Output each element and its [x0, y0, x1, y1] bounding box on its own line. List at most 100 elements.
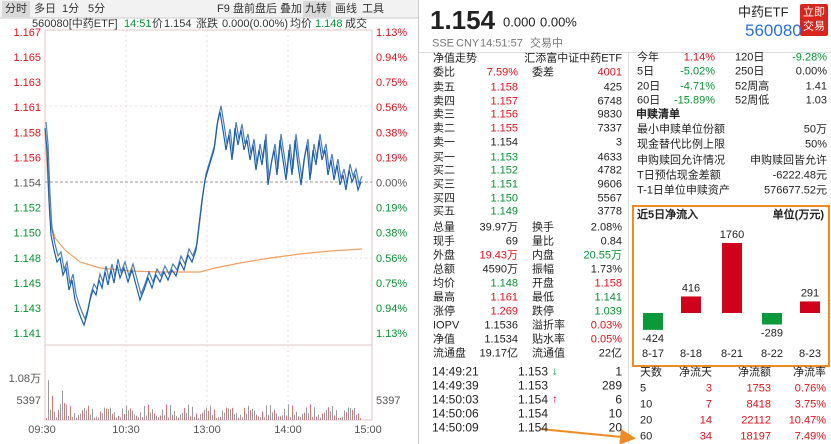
status: SSE — [432, 37, 455, 50]
volume-bar — [294, 414, 295, 420]
volume-bar — [358, 413, 359, 420]
trade-arrow: ↓ — [552, 365, 558, 378]
volume-bar — [138, 417, 139, 420]
pct-tick-label: 1.13% — [376, 27, 407, 39]
perf-value: -5.02% — [680, 65, 715, 78]
perf-label: 52周低 — [735, 94, 770, 107]
stat-label: 现手 — [433, 235, 455, 248]
volume-bar — [108, 409, 109, 420]
volume-bar — [168, 417, 169, 420]
stat-value: 4590万 — [482, 263, 518, 276]
stat-value: 0.03% — [590, 319, 622, 332]
volume-bar — [312, 416, 313, 420]
price-tick-label: 1.158 — [13, 127, 41, 139]
volume-bar — [244, 407, 245, 420]
stat-label: 流通盘 — [433, 347, 466, 360]
data-label: -289 — [761, 327, 783, 339]
stat-value: 1.148 — [490, 277, 518, 290]
stat-value: 19.17亿 — [479, 347, 518, 360]
tab: 1分 — [62, 2, 79, 15]
stat-label: 最高 — [433, 291, 455, 304]
volume-bar — [296, 411, 297, 420]
pct-tick-label: 0.94% — [376, 303, 407, 315]
perf-value: 1.14% — [683, 51, 715, 64]
volume-bar — [218, 417, 219, 420]
stat-label: 换手 — [532, 221, 554, 234]
price-tick-label: 1.148 — [13, 253, 41, 265]
level-label: 卖一 — [433, 136, 455, 149]
price-tick-label: 1.152 — [13, 203, 41, 215]
level-price: 1.152 — [490, 164, 518, 177]
volume-bar — [86, 410, 87, 420]
intraday-chart: 分时 多日 1分 5分 F9 盘前盘后 叠加 九转 画线 工具 560080[中药ETF] 14:51… — [0, 0, 418, 436]
change: 0.000 — [503, 14, 536, 30]
volume-bar — [238, 417, 239, 420]
creation-value: -6222.48元 — [772, 169, 827, 182]
creation-label: 最小申赎单位份额 — [637, 123, 725, 136]
chart-frame — [44, 29, 373, 421]
header-code: 560080[中药ETF] — [32, 17, 118, 30]
volume-bar — [84, 407, 85, 420]
security-code: 560080 — [745, 21, 802, 40]
volume-bar — [104, 407, 105, 420]
trade-price: 1.154 — [518, 406, 549, 421]
stat-label: 量比 — [532, 235, 554, 248]
volume-bar — [88, 405, 89, 420]
pct-tick-label: 0.75% — [376, 77, 407, 89]
stat-label: 总量 — [433, 221, 455, 234]
tool: 工具 — [362, 2, 384, 15]
price-tick-label: 1.165 — [13, 52, 41, 64]
trade-time: 14:50:06 — [432, 406, 479, 421]
volume-bar — [46, 418, 47, 420]
flow-cell: 34 — [699, 430, 712, 443]
volume-bar — [344, 410, 345, 420]
volume-bar — [52, 395, 53, 420]
stat-value: 22亿 — [598, 347, 622, 360]
level-volume: 4782 — [597, 164, 622, 177]
price-tick-label: 1.156 — [13, 152, 41, 164]
level-price: 1.153 — [490, 151, 518, 163]
flow-cell: 14 — [699, 414, 712, 427]
volume-bar — [92, 408, 93, 420]
volume-bar — [50, 409, 51, 420]
volume-bar — [182, 412, 183, 420]
volume-bar — [136, 415, 137, 420]
stat-label: 溢折率 — [532, 319, 565, 332]
volume-bar — [82, 410, 83, 420]
status: 交易中 — [530, 37, 563, 50]
flow-cell: 0.76% — [794, 382, 826, 395]
volume-bar — [212, 414, 213, 420]
volume-bar — [328, 407, 329, 420]
volume-bar — [262, 411, 263, 420]
change-pct: 0.00% — [540, 14, 577, 30]
volume-bar — [58, 410, 59, 420]
average-line — [44, 127, 363, 273]
volume-bar — [160, 415, 161, 420]
volume-bar — [142, 417, 143, 420]
header-price: 1.154 — [164, 18, 192, 30]
volume-tick-label: 5397 — [376, 395, 400, 407]
volume-bar — [282, 415, 283, 420]
creation-label: 申购赎回允许情况 — [637, 154, 725, 167]
volume-bar — [140, 412, 141, 420]
volume-bar — [146, 415, 147, 420]
data-label: 291 — [801, 287, 819, 299]
flow-cell: 22112 — [741, 414, 771, 427]
flow-cell: 8418 — [746, 398, 771, 411]
trade-time: 14:50:09 — [432, 420, 479, 435]
volume-bar — [242, 417, 243, 420]
volume-bar — [72, 417, 73, 420]
pct-tick-label: 0.56% — [376, 102, 407, 114]
trade-button[interactable] — [800, 4, 828, 36]
stat-label: 开盘 — [532, 277, 554, 290]
flow-header: 净流额 — [738, 366, 771, 379]
volume-bar — [320, 417, 321, 420]
volume-bar — [258, 416, 259, 420]
volume-bar — [264, 417, 265, 420]
volume-bar — [302, 413, 303, 420]
volume-bar — [214, 409, 215, 420]
volume-bar — [334, 415, 335, 420]
status: 14:51:57 — [480, 37, 523, 50]
creation-value: 576677.52元 — [764, 184, 827, 197]
perf-label: 60日 — [637, 94, 661, 107]
